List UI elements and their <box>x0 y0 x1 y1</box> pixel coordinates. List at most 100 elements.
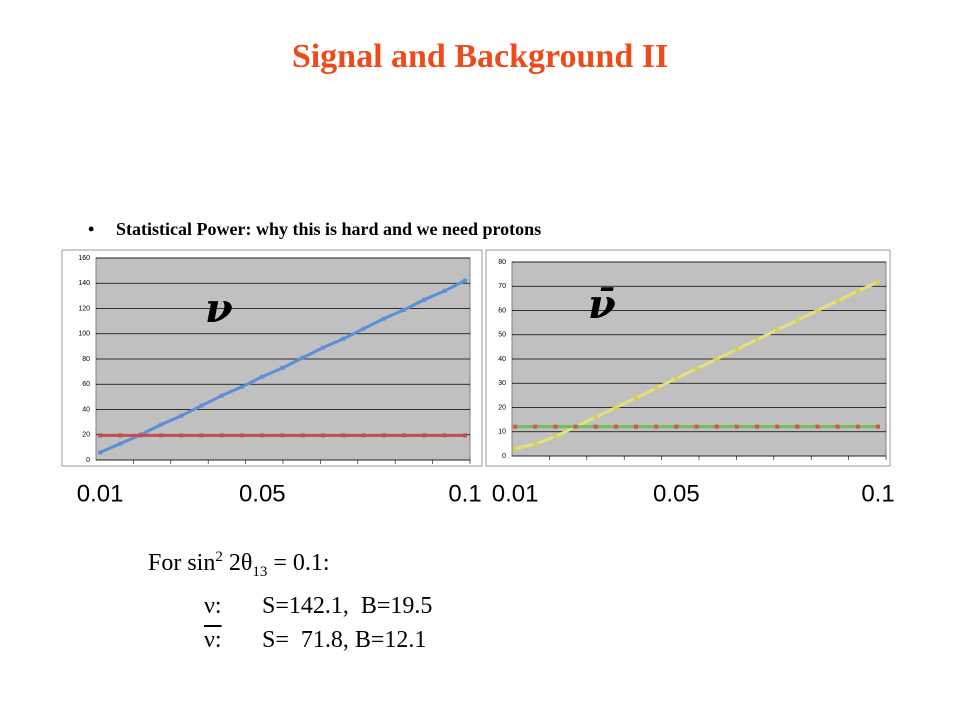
point <box>876 279 880 284</box>
point <box>876 424 880 429</box>
point <box>775 327 780 332</box>
point <box>734 347 739 352</box>
y-tick-label: 10 <box>498 429 506 436</box>
point <box>714 424 719 429</box>
point <box>553 424 558 429</box>
point <box>199 403 204 408</box>
point <box>361 433 366 438</box>
point <box>855 289 860 294</box>
y-tick-label: 120 <box>78 305 90 312</box>
bullet-text: Statistical Power: why this is hard and … <box>116 219 542 239</box>
point <box>855 424 860 429</box>
point <box>118 433 123 438</box>
point <box>795 424 800 429</box>
point <box>422 433 427 438</box>
annotation: ν̄ <box>588 281 616 328</box>
point <box>613 424 618 429</box>
point <box>321 433 326 438</box>
point <box>593 415 598 420</box>
point <box>280 433 285 438</box>
point <box>361 326 366 331</box>
formula-sub: 13 <box>252 563 268 580</box>
point <box>341 433 346 438</box>
point <box>533 424 538 429</box>
point <box>533 441 538 446</box>
point <box>179 413 184 418</box>
formula-text: = 0.1: <box>267 550 330 576</box>
point <box>138 433 143 438</box>
point <box>815 424 820 429</box>
point <box>98 433 103 438</box>
point <box>199 433 204 438</box>
result-label: ν: <box>204 626 222 653</box>
formula: For sin2 2θ13 = 0.1: ν: S=142.1, B=19.5 ν:… <box>148 540 432 657</box>
y-tick-label: 50 <box>498 332 506 339</box>
result-row: ν: S= 71.8, B=12.1 <box>148 623 432 657</box>
annotation: ν <box>205 285 233 332</box>
point <box>755 424 760 429</box>
result-label: ν: <box>204 592 222 619</box>
point <box>240 433 245 438</box>
point <box>694 424 699 429</box>
point <box>463 278 467 283</box>
point <box>118 441 123 446</box>
point <box>513 424 518 429</box>
point <box>654 424 659 429</box>
point <box>158 422 163 427</box>
point <box>219 393 224 398</box>
y-tick-label: 40 <box>498 356 506 363</box>
point <box>613 405 618 410</box>
point <box>422 297 427 302</box>
point <box>219 433 224 438</box>
point <box>734 424 739 429</box>
point <box>674 424 679 429</box>
point <box>381 433 386 438</box>
x-tick-label: 0.1 <box>861 480 894 507</box>
formula-text: For sin <box>148 550 216 576</box>
result-row: ν: S=142.1, B=19.5 <box>148 589 432 623</box>
point <box>240 384 245 389</box>
point <box>835 424 840 429</box>
point <box>402 433 407 438</box>
point <box>381 316 386 321</box>
point <box>674 376 679 381</box>
y-tick-label: 80 <box>498 259 506 266</box>
y-tick-label: 20 <box>498 404 506 411</box>
point <box>402 307 407 312</box>
formula-text: 2θ <box>222 550 253 576</box>
point <box>593 424 598 429</box>
y-tick-label: 20 <box>82 432 90 439</box>
point <box>158 433 163 438</box>
y-tick-label: 140 <box>78 280 90 287</box>
point <box>634 424 639 429</box>
x-tick-label: 0.01 <box>492 480 539 507</box>
y-tick-label: 30 <box>498 380 506 387</box>
point <box>654 386 659 391</box>
point <box>835 298 840 303</box>
y-tick-label: 0 <box>502 453 506 460</box>
y-tick-label: 70 <box>498 283 506 290</box>
y-tick-label: 60 <box>82 381 90 388</box>
point <box>321 345 326 350</box>
point <box>280 365 285 370</box>
point <box>463 433 467 438</box>
point <box>98 450 103 455</box>
point <box>300 433 305 438</box>
x-tick-label: 0.01 <box>77 480 124 507</box>
point <box>553 434 558 439</box>
y-tick-label: 40 <box>82 406 90 413</box>
result-text: S=142.1, B=19.5 <box>262 592 433 619</box>
point <box>775 424 780 429</box>
y-tick-label: 60 <box>498 307 506 314</box>
y-tick-label: 0 <box>86 457 90 464</box>
point <box>442 288 447 293</box>
point <box>300 355 305 360</box>
point <box>755 337 760 342</box>
point <box>513 446 518 451</box>
point <box>179 433 184 438</box>
y-tick-label: 160 <box>78 255 90 262</box>
x-tick-label: 0.05 <box>239 480 286 507</box>
bullet: • Statistical Power: why this is hard and… <box>88 219 542 239</box>
